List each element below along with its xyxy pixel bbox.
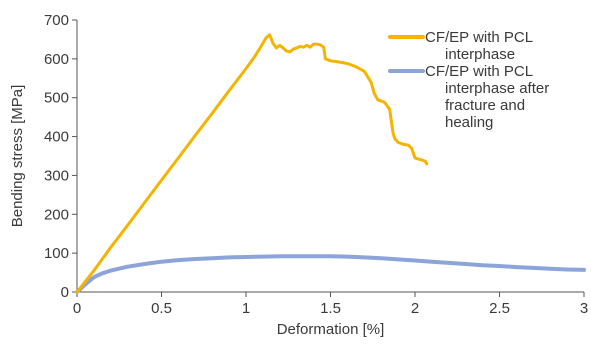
legend-label-2: healing [445,114,493,131]
series-line-1 [75,33,429,294]
y-tick-label: 600 [44,51,69,68]
y-tick-label: 0 [61,284,69,301]
x-tick-label: 1 [242,300,250,317]
series-layer [75,33,586,294]
y-tick-label: 100 [44,245,69,262]
series-line-2 [75,254,586,294]
legend-label-1: CF/EP with PCL [425,29,533,46]
y-tick-label: 500 [44,90,69,107]
x-tick-label: 2.5 [489,300,510,317]
legend-label-1: interphase [445,46,515,63]
x-tick-label: 3 [580,300,588,317]
legend-label-2: interphase after [445,80,549,97]
legend-label-2: fracture and [445,97,525,114]
y-tick-label: 400 [44,129,69,146]
x-tick-label: 0.5 [151,300,172,317]
x-tick-label: 1.5 [320,300,341,317]
y-tick-label: 300 [44,167,69,184]
y-tick-label: 700 [44,12,69,29]
x-tick-label: 0 [73,300,81,317]
y-tick-label: 200 [44,206,69,223]
x-tick-label: 2 [411,300,419,317]
legend-label-2: CF/EP with PCL [425,63,533,80]
x-axis-label: Deformation [%] [277,321,385,338]
axes-layer: 0 100 200 300 400 500 600 700 0 0.5 1 1.5 2 2.5 3 [44,12,588,317]
y-axis-label: Bending stress [MPa] [9,85,26,228]
